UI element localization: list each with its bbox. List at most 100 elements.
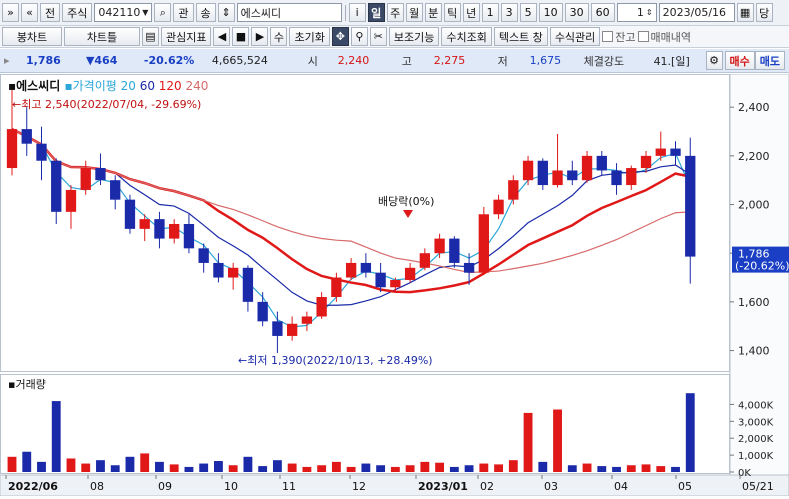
ma-legend-period: 20 [121,79,140,93]
open-label: 시 [307,54,318,68]
checkbox-box[interactable] [602,31,614,42]
chart-toolbar: 봉차트 차트틀 ▤ 관심지표 ◀ ■ ▶ 수 초기화 ✥ ⚲ ✂ 보조기능 수치… [0,26,789,48]
candle-body [228,267,239,278]
stop-icon[interactable]: ■ [232,27,250,46]
pull-button[interactable]: 당 [755,3,773,22]
chart-frame-button[interactable]: 차트틀 [64,27,140,46]
buy-button[interactable]: 매수 [724,51,755,70]
code-input[interactable]: 042110 ▼ [94,3,153,22]
text-window-button[interactable]: 텍스트 창 [493,27,548,46]
low-label: 저 [497,54,508,68]
interval-1[interactable]: 1 [481,3,499,22]
sell-button[interactable]: 매도 [754,51,786,70]
balance-checkbox[interactable]: 잔고 [602,29,636,45]
candle-body [419,253,431,268]
axis-column [729,73,789,497]
candle-body [124,199,136,229]
strength-label: 체결강도 [583,54,625,68]
interval-10[interactable]: 10 [538,3,563,22]
candle-body [463,262,475,273]
volume-bar [582,463,592,472]
number-button[interactable]: 수 [270,27,288,46]
volume-bar [523,412,533,472]
volume-bar [479,463,489,472]
mode-button[interactable]: 전 [40,3,61,22]
count-input[interactable]: 1 ⇕ [616,3,657,22]
candle-chart-button[interactable]: 봉차트 [2,27,62,46]
candle-body [316,297,327,317]
info-button[interactable]: i [348,3,366,22]
date-input[interactable]: 2023/05/16 [658,3,735,22]
period-tick-tab[interactable]: 틱 [443,3,461,22]
candle-body [154,219,165,239]
y-tick-label: 1,400 [738,345,770,358]
volume-bar [96,460,105,472]
prev-icon[interactable]: ◀ [213,27,231,46]
period-month-tab[interactable]: 월 [405,3,423,22]
next-icon[interactable]: ▶ [251,27,269,46]
volume-bar [228,465,238,472]
expand-icon[interactable]: » [2,3,19,22]
interest-indicator-button[interactable]: 관심지표 [161,27,212,46]
main-toolbar: » « 전 주식 042110 ▼ ⌕ 관 송 ⇕ 에스씨디 i 일 주 월 분… [0,0,789,26]
interval-30[interactable]: 30 [564,3,589,22]
value-lookup-button[interactable]: 수치조회 [441,27,492,46]
volume-bar [626,465,636,472]
candle-body [213,262,224,278]
open-value: 2,240 [337,54,370,67]
trade-history-checkbox[interactable]: 매매내역 [637,29,691,45]
candle-body [581,155,593,181]
candle-body [257,301,268,322]
volume-bar [538,461,548,472]
x-tick-label: 10 [224,480,238,493]
volume-bar [302,466,312,472]
candle-body [596,155,607,171]
x-tick-label: 05 [678,480,692,493]
period-week-tab[interactable]: 주 [386,3,404,22]
period-year-tab[interactable]: 년 [462,3,480,22]
spin-icon[interactable]: ⇕ [645,8,653,17]
candle-body [611,170,622,186]
aux-function-button[interactable]: 보조기능 [388,27,440,46]
reset-button[interactable]: 초기화 [289,27,330,46]
candle-body [685,155,696,257]
volume-bar [597,466,607,472]
volume-bar [567,465,577,472]
candle-body [493,199,504,215]
period-day-tab[interactable]: 일 [367,3,385,22]
gear-icon[interactable]: ⚙ [705,51,723,70]
moving-average-line [11,128,691,274]
stock-name-field[interactable]: 에스씨디 [236,3,342,22]
chart-legend: ▪에스씨디 ▪가격이평 20 60 120 240 [8,78,208,93]
favorite-button[interactable]: 관 [173,3,194,22]
market-select[interactable]: 주식 [62,3,93,22]
search-icon[interactable]: ⌕ [154,3,172,22]
up-list-button[interactable]: 송 [195,3,216,22]
interval-3[interactable]: 3 [500,3,518,22]
code-value: 042110 [98,6,141,19]
calendar-icon[interactable]: ▦ [736,3,754,22]
volume-bar [287,463,297,472]
scissors-icon[interactable]: ✂ [369,27,387,46]
save-icon[interactable]: ▤ [142,27,159,46]
x-tick-label: 11 [282,480,296,493]
interval-60[interactable]: 60 [590,3,615,22]
pin-icon[interactable]: ⚲ [350,27,368,46]
crosshair-icon[interactable]: ✥ [331,27,349,46]
dividend-arrow-icon [403,210,413,218]
volume-bar [37,461,46,472]
last-price-badge-price: 1,786 [738,248,770,261]
checkbox-box[interactable] [637,31,649,42]
period-minute-tab[interactable]: 분 [424,3,442,22]
collapse-icon[interactable]: « [21,3,38,22]
stepper-icon[interactable]: ⇕ [217,3,235,22]
chevron-down-icon[interactable]: ▼ [142,8,149,17]
candle-body [301,316,313,324]
candle-body [390,279,401,288]
formula-manage-button[interactable]: 수식관리 [549,27,601,46]
interval-5[interactable]: 5 [519,3,537,22]
low-value: 1,675 [529,54,562,67]
price-change: ▼464 [85,54,118,67]
